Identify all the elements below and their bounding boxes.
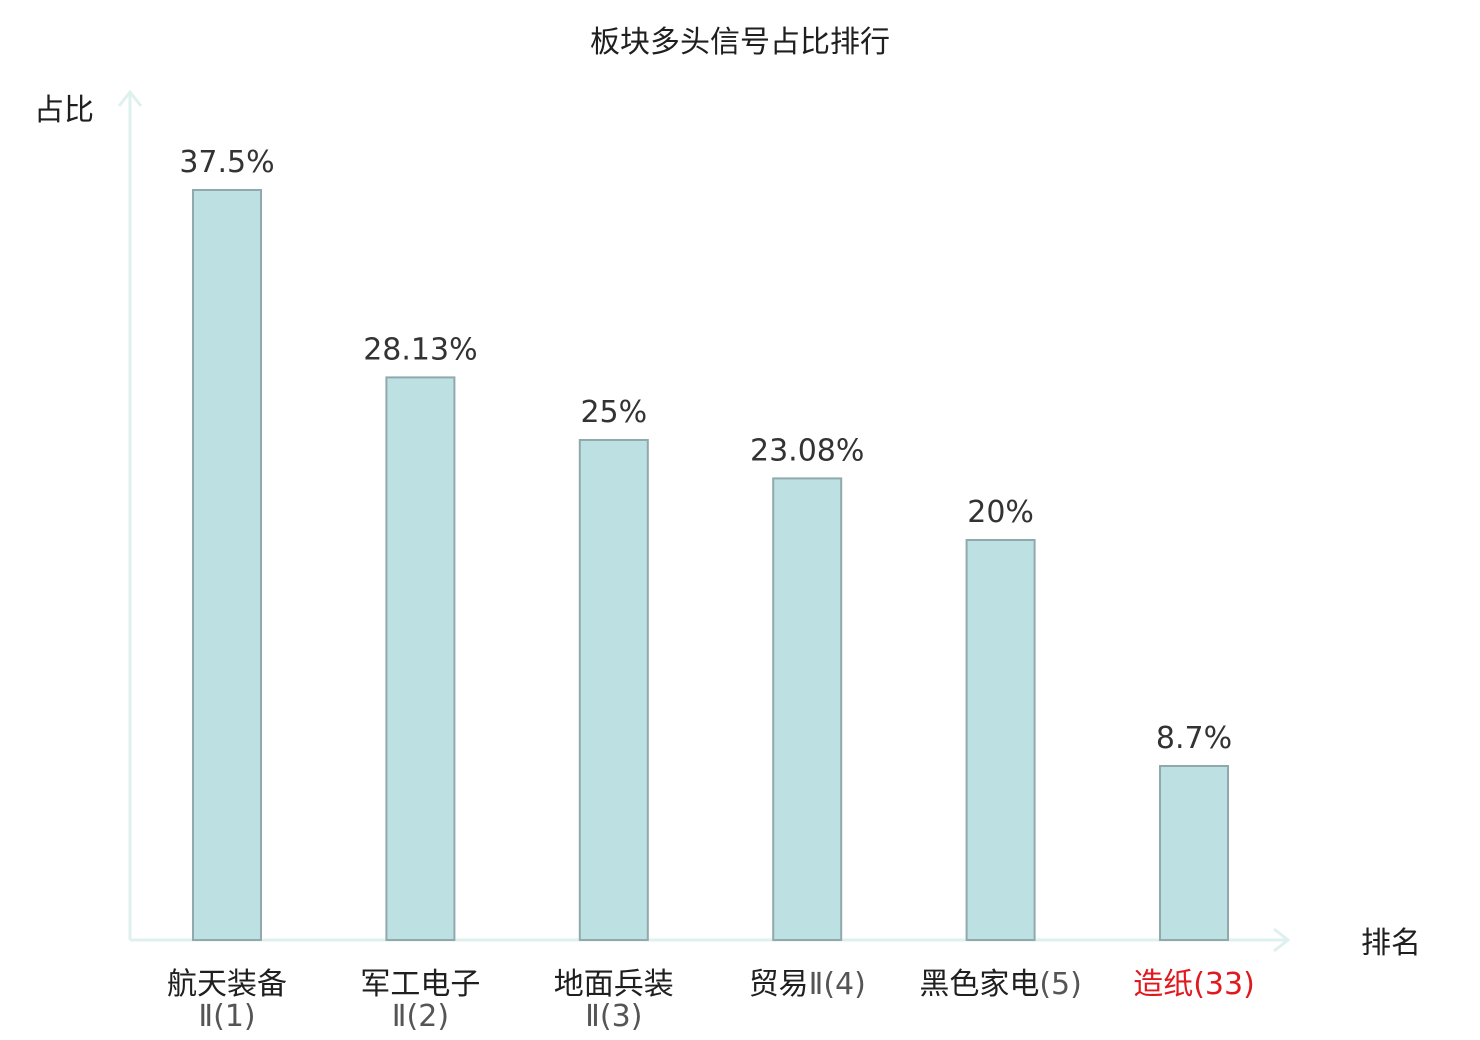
- category-rank-6: (33): [1193, 967, 1255, 1002]
- category-rank-1: Ⅱ(1): [198, 999, 255, 1034]
- category-rank-3: Ⅱ(3): [585, 999, 642, 1034]
- category-label-4: 贸易Ⅱ(4): [749, 967, 866, 1002]
- value-label-2: 28.13%: [363, 332, 477, 367]
- bar-4: [772, 477, 843, 941]
- category-name-5: 黑色家电: [919, 967, 1039, 1002]
- category-label-2: 军工电子: [360, 967, 480, 1002]
- category-rank-2: Ⅱ(2): [392, 999, 449, 1034]
- category-label-6: 造纸(33): [1133, 967, 1255, 1002]
- bar-3: [578, 439, 649, 941]
- x-axis-arrow: [1273, 927, 1291, 953]
- bar-6: [1159, 765, 1229, 941]
- category-label-3: 地面兵装: [554, 967, 674, 1002]
- category-label-1: 航天装备: [167, 967, 287, 1002]
- bars-group: [192, 189, 1229, 941]
- chart-title: 板块多头信号占比排行: [590, 25, 890, 60]
- value-label-4: 23.08%: [750, 433, 864, 468]
- bar-2: [385, 376, 456, 941]
- category-name-4: 贸易: [749, 967, 809, 1002]
- bar-1: [192, 189, 262, 941]
- axes: [117, 89, 1291, 953]
- category-rank-4: Ⅱ(4): [809, 967, 866, 1002]
- category-label-5: 黑色家电(5): [919, 967, 1082, 1002]
- value-labels-group: 37.5% 28.13% 25% 23.08% 20% 8.7%: [179, 145, 1232, 756]
- category-rank-5: (5): [1039, 967, 1082, 1002]
- value-label-1: 37.5%: [179, 145, 274, 180]
- bar-5: [965, 539, 1036, 941]
- value-label-6: 8.7%: [1156, 721, 1232, 756]
- y-axis-label: 占比: [34, 93, 94, 128]
- y-axis-arrow: [117, 89, 143, 107]
- value-label-3: 25%: [580, 395, 647, 430]
- value-label-5: 20%: [967, 495, 1034, 530]
- x-axis-label: 排名: [1361, 926, 1421, 961]
- category-name-6: 造纸: [1133, 967, 1193, 1002]
